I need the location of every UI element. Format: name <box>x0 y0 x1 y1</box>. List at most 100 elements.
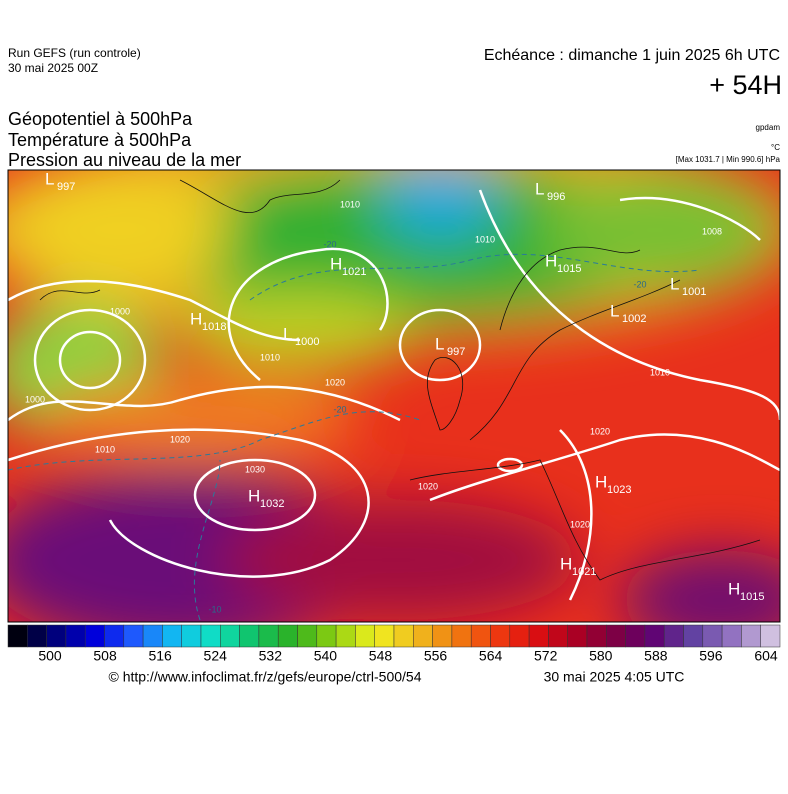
colorbar-swatch <box>721 624 742 648</box>
pressure-center-type: L <box>435 334 444 353</box>
isotherms <box>8 253 701 621</box>
pressure-center-value: 1001 <box>682 286 706 298</box>
colorbar-swatch <box>277 624 298 648</box>
colorbar-swatch <box>548 624 568 648</box>
isobar-label: 1030 <box>245 464 265 474</box>
colorbar-swatch <box>432 624 453 648</box>
timestamp: 30 mai 2025 4:05 UTC <box>544 669 685 685</box>
temperature-label: -20 <box>333 404 346 414</box>
colorbar-swatch <box>625 624 646 648</box>
isobar-label: 1020 <box>418 481 438 491</box>
isobar-label: 1000 <box>110 306 130 316</box>
pressure-center-type: H <box>595 472 607 491</box>
pressure-center-type: L <box>535 179 544 198</box>
isobar-label: 1010 <box>650 367 670 377</box>
forecast-time: Echéance : dimanche 1 juin 2025 6h UTC <box>484 47 780 64</box>
pressure-center-type: H <box>248 486 260 505</box>
colorbar-swatch <box>239 624 260 648</box>
map-frame <box>7 169 781 623</box>
colorbar-swatch <box>490 624 511 648</box>
pressure-center-type: H <box>190 309 202 328</box>
isobar-label: 1008 <box>702 226 722 236</box>
pressure-center-value: 1018 <box>202 321 226 333</box>
pressure-center-type: L <box>283 324 292 343</box>
colorbar-swatch <box>335 624 356 648</box>
pressure-center-value: 1015 <box>740 591 764 603</box>
colorbar-tick-label: 596 <box>699 648 723 664</box>
colorbar-swatch <box>567 624 588 648</box>
pressure-center-type: L <box>670 274 679 293</box>
colorbar-tick-label: 588 <box>644 648 668 664</box>
pressure-center-value: 1000 <box>295 336 319 348</box>
pressure-center-type: H <box>330 254 342 273</box>
colorbar-tick-label: 604 <box>754 648 778 664</box>
colorbar-tick-label: 532 <box>259 648 283 664</box>
colorbar-swatch <box>27 624 47 648</box>
isobar-label: 1020 <box>570 519 590 529</box>
isobar-label: 1010 <box>340 199 360 209</box>
pressure-center-value: 1021 <box>342 266 366 278</box>
pressure-center-value: 997 <box>57 181 75 193</box>
pressure-center-value: 1032 <box>260 498 284 510</box>
colorbar-swatch <box>528 624 549 648</box>
isobars <box>8 189 780 601</box>
pressure-center-type: L <box>45 169 54 188</box>
colorbar-tick-label: 564 <box>479 648 503 664</box>
colorbar-swatch <box>702 624 723 648</box>
isobar-label: 1000 <box>25 394 45 404</box>
isobar-label: 1020 <box>170 434 190 444</box>
colorbar-swatch <box>7 624 28 648</box>
temperature-label: -20 <box>323 239 336 249</box>
run-date: 30 mai 2025 00Z <box>8 61 98 75</box>
isobar-label: 1020 <box>590 426 610 436</box>
unit-label: °C <box>771 143 780 152</box>
pressure-center-value: 997 <box>447 346 465 358</box>
layer-label: Température à 500hPa <box>8 130 192 150</box>
colorbar-tick-label: 508 <box>93 648 117 664</box>
colorbar-tick-label: 524 <box>204 648 228 664</box>
colorbar-tick-label: 580 <box>589 648 613 664</box>
colorbar-tick-label: 572 <box>534 648 558 664</box>
temperature-label: -10 <box>208 604 221 614</box>
layer-label: Géopotentiel à 500hPa <box>8 109 193 129</box>
colorbar-swatch <box>142 624 163 648</box>
isobar-label: 1010 <box>475 234 495 244</box>
colorbar-swatch <box>606 624 626 648</box>
colorbar-swatch <box>509 624 530 648</box>
colorbar-tick-label: 556 <box>424 648 448 664</box>
colorbar-swatch <box>413 624 433 648</box>
colorbar-swatch <box>46 624 67 648</box>
colorbar-swatch <box>470 624 491 648</box>
colorbar-swatch <box>451 624 472 648</box>
colorbar-swatch <box>220 624 240 648</box>
pressure-center-value: 1021 <box>572 566 596 578</box>
source-url: © http://www.infoclimat.fr/z/gefs/europe… <box>108 669 421 685</box>
pressure-center-type: H <box>728 579 740 598</box>
pressure-center-value: 1015 <box>557 263 581 275</box>
colorbar-swatch <box>104 624 125 648</box>
colorbar-swatch <box>393 624 414 648</box>
colorbar-tick-label: 548 <box>369 648 393 664</box>
colorbar-swatch <box>181 624 202 648</box>
pressure-center-type: H <box>560 554 572 573</box>
colorbar-tick-label: 516 <box>148 648 172 664</box>
coastlines <box>39 179 761 581</box>
unit-label: gpdam <box>756 123 781 132</box>
isobar-label: 1010 <box>260 352 280 362</box>
colorbar-swatch <box>84 624 105 648</box>
colorbar-swatch <box>162 624 182 648</box>
lead-time: + 54H <box>709 70 782 100</box>
colorbar-swatch <box>663 624 684 648</box>
colorbar-swatch <box>316 624 337 648</box>
temperature-label: -20 <box>633 279 646 289</box>
colorbar-swatch <box>741 624 761 648</box>
colorbar-tick-label: 540 <box>314 648 338 664</box>
unit-label: [Max 1031.7 | Min 990.6] hPa <box>676 155 781 164</box>
colorbar-swatch <box>586 624 607 648</box>
colorbar-swatch <box>65 624 86 648</box>
colorbar: 500 508 516 524 532 540 548 556 564 572 580 588 596 6… <box>7 624 781 664</box>
colorbar-swatch <box>683 624 704 648</box>
colorbar-swatch <box>760 624 781 648</box>
